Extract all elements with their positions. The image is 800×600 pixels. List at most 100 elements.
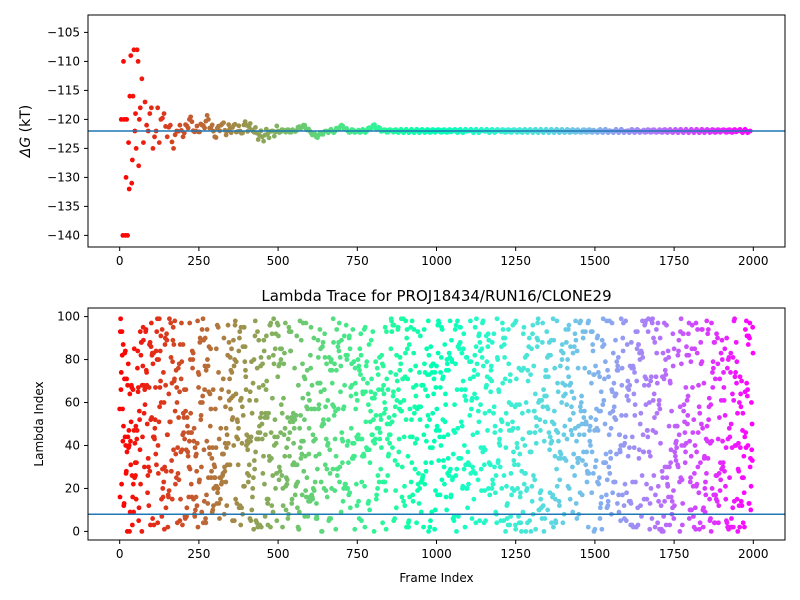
lambda-point [717, 488, 723, 493]
lambda-point [248, 518, 254, 524]
lambda-point [153, 348, 159, 354]
lambda-point [673, 438, 679, 444]
lambda-point [144, 421, 150, 427]
lambda-point [557, 477, 563, 483]
lambda-point [201, 447, 207, 453]
lambda-point [364, 359, 370, 365]
lambda-point [557, 503, 562, 509]
lambda-point [413, 382, 419, 388]
dg-y-tick-label: −130 [47, 170, 80, 184]
lambda-point [448, 492, 454, 498]
lambda-point [453, 322, 459, 328]
lambda-point [167, 419, 173, 425]
lambda-point [343, 481, 348, 487]
lambda-point [455, 318, 460, 324]
lambda-point [355, 357, 361, 362]
lambda-point [460, 483, 466, 489]
lambda-point [440, 374, 446, 380]
lambda-point [569, 404, 574, 410]
lambda-point [706, 417, 712, 423]
lambda-point [362, 524, 368, 530]
dg-point [253, 125, 258, 130]
lambda-point [503, 529, 508, 534]
lambda-point [655, 520, 661, 526]
lambda-point [454, 387, 460, 393]
lambda-point [313, 453, 319, 459]
lambda-point [554, 466, 559, 472]
lambda-point [412, 466, 418, 472]
lambda-point [236, 348, 242, 354]
lambda-point [545, 507, 551, 513]
lambda-point [272, 346, 278, 352]
lambda-point [196, 385, 201, 390]
lambda-point [705, 455, 711, 461]
lambda-point [620, 492, 625, 498]
lambda-point [438, 355, 444, 360]
lambda-point [678, 316, 684, 322]
lambda-point [714, 498, 720, 504]
lambda-point [587, 428, 592, 433]
lambda-point [471, 367, 477, 373]
lambda-point [197, 335, 203, 341]
lambda-point [129, 522, 135, 528]
lambda-point [294, 462, 300, 468]
lambda-point [161, 400, 167, 405]
lambda-point [332, 436, 338, 442]
lambda-point [292, 417, 298, 423]
lambda-point [414, 520, 419, 526]
lambda-point [174, 385, 180, 390]
lambda-point [281, 395, 286, 401]
lambda-point [722, 413, 728, 418]
lambda-point [260, 382, 266, 388]
lambda-point [513, 526, 519, 532]
lambda-point [291, 440, 297, 446]
lambda-point [119, 481, 124, 487]
lambda-point [280, 524, 285, 530]
lambda-point [726, 355, 732, 360]
dg-point [213, 135, 219, 140]
lambda-point [569, 432, 575, 438]
lambda-point [371, 417, 376, 423]
lambda-point [663, 372, 669, 377]
lambda-point [410, 498, 416, 504]
lambda-point [542, 419, 548, 425]
lambda-point [570, 509, 576, 515]
lambda-point [688, 359, 694, 365]
lambda-point [154, 462, 159, 468]
lambda-point [252, 466, 258, 472]
lambda-point [580, 335, 586, 341]
lambda-point [664, 475, 670, 481]
lambda-point [474, 361, 480, 367]
lambda-point [608, 425, 614, 431]
lambda-point [143, 327, 149, 332]
lambda-point [179, 447, 185, 453]
lambda-point [634, 329, 640, 335]
lambda-point [362, 324, 368, 330]
lambda-point [749, 458, 755, 463]
lambda-point [702, 453, 707, 459]
lambda-point [319, 529, 325, 534]
lambda-point [433, 385, 439, 390]
lambda-point [189, 430, 194, 435]
lambda-point [375, 473, 381, 478]
lambda-point [292, 365, 297, 371]
lambda-point [331, 413, 337, 418]
lambda-point [697, 520, 703, 526]
lambda-point [555, 430, 561, 435]
lambda-point [359, 436, 365, 442]
lambda-point [276, 464, 282, 470]
lambda-point [511, 458, 517, 463]
lambda-point [193, 507, 198, 513]
lambda-point [193, 451, 199, 457]
dg-point [167, 122, 173, 128]
lambda-point [383, 526, 389, 532]
lambda-point [523, 471, 528, 476]
lambda-point [396, 449, 402, 455]
lambda-point [224, 445, 229, 451]
lambda-point [352, 526, 358, 532]
lambda-point [366, 447, 372, 453]
lambda-point [286, 324, 292, 330]
lambda-point [683, 449, 688, 455]
lambda-point [159, 327, 165, 332]
lambda-point [395, 462, 400, 468]
